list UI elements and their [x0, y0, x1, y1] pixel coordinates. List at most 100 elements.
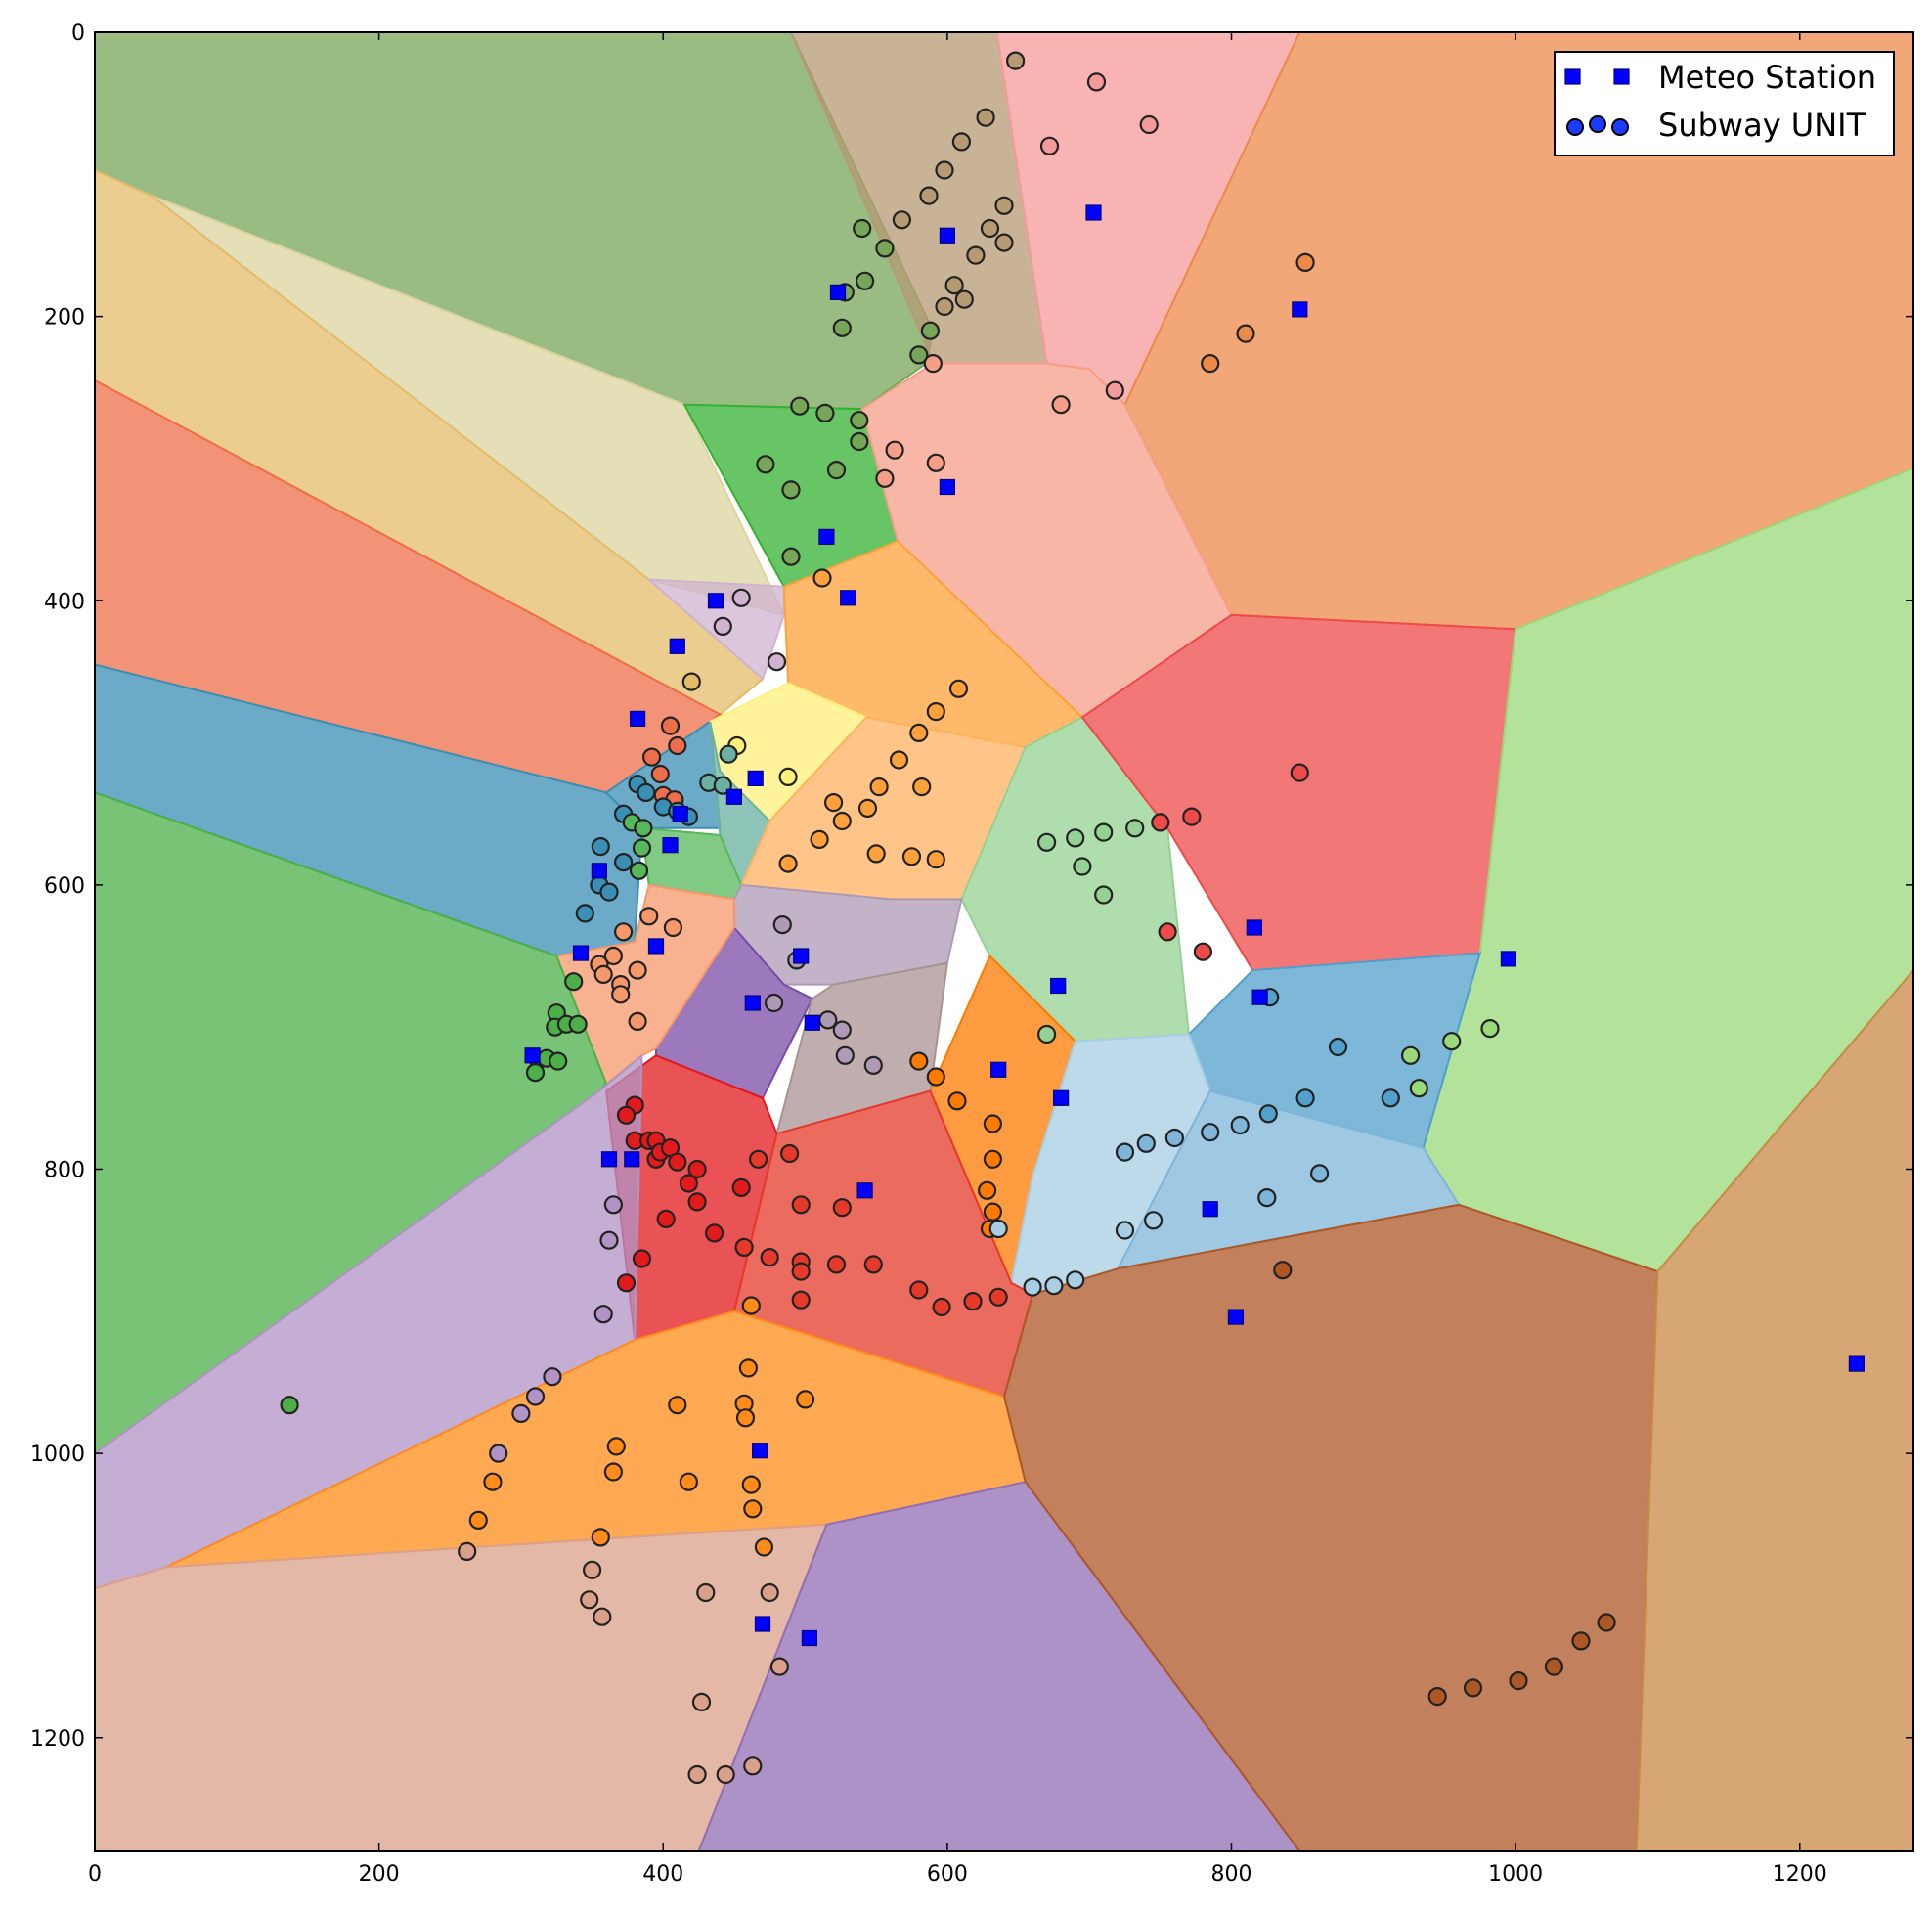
subway-unit-point: [734, 1237, 754, 1258]
legend-box: [1554, 51, 1895, 156]
subway-unit-point: [668, 1152, 687, 1172]
subway-unit-point: [1139, 114, 1159, 135]
meteo-station-point: [591, 863, 608, 879]
subway-unit-point: [966, 245, 986, 265]
subway-unit-point: [616, 1273, 637, 1293]
subway-unit-point: [741, 1296, 761, 1315]
subway-unit-point: [826, 461, 847, 480]
subway-unit-point: [1544, 1657, 1564, 1676]
subway-unit-point: [951, 132, 972, 152]
subway-unit-point: [1381, 1088, 1400, 1108]
subway-unit-point: [863, 1055, 883, 1076]
subway-unit-point: [704, 1223, 724, 1243]
subway-unit-point: [1073, 857, 1092, 876]
meteo-station-point: [647, 938, 665, 955]
subway-unit-point: [866, 844, 886, 864]
legend: Meteo Station Subway UNIT: [1554, 51, 1895, 156]
subway-unit-point: [489, 1444, 508, 1463]
meteo-station-point: [624, 1151, 640, 1168]
voronoi-region-26: [775, 961, 949, 1135]
subway-unit-point: [1442, 1032, 1462, 1051]
subway-unit-point: [926, 850, 945, 869]
subway-unit-point: [549, 1051, 568, 1071]
subway-unit-point: [738, 1358, 759, 1378]
meteo-station-point: [804, 1014, 820, 1031]
subway-unit-point: [1230, 1115, 1250, 1135]
meteo-station-point: [1246, 919, 1262, 936]
subway-unit-point: [1136, 1133, 1156, 1153]
subway-unit-point: [1463, 1678, 1483, 1698]
subway-unit-point: [1151, 813, 1170, 832]
subway-unit-point: [593, 964, 613, 985]
subway-unit-point: [791, 1195, 811, 1215]
subway-unit-point: [926, 453, 945, 472]
subway-unit-point: [1309, 1164, 1330, 1183]
subway-unit-point: [632, 838, 652, 858]
meteo-station-point: [939, 227, 956, 244]
subway-unit-point: [994, 233, 1014, 252]
subway-unit-point: [1182, 807, 1202, 826]
subway-unit-point: [634, 819, 653, 838]
subway-unit-point: [1597, 1613, 1616, 1632]
subway-unit-point: [779, 1143, 800, 1164]
subway-unit-point: [1066, 828, 1085, 848]
subway-unit-point: [603, 946, 624, 966]
voronoi-region-36: [1635, 968, 1913, 1851]
subway-unit-point: [1005, 51, 1026, 70]
subway-unit-point: [781, 480, 801, 500]
subway-unit-point: [863, 1255, 883, 1274]
meteo-station-point: [707, 593, 724, 609]
subway-unit-point: [1295, 1088, 1315, 1108]
subway-unit-point: [769, 1657, 790, 1676]
subway-unit-point: [850, 411, 869, 430]
subway-unit-point: [983, 1114, 1003, 1133]
subway-unit-point: [980, 218, 1000, 239]
subway-unit-point: [748, 1149, 768, 1169]
meteo-station-point: [856, 1182, 873, 1199]
meteo-station-point: [662, 837, 679, 854]
subway-unit-point: [681, 672, 701, 691]
subway-unit-point: [1086, 72, 1107, 92]
subway-unit-point: [835, 1045, 855, 1065]
x-tick-label: 0: [88, 1862, 102, 1887]
subway-unit-point: [1201, 354, 1220, 374]
subway-unit-point: [983, 1149, 1003, 1169]
subway-unit-point: [875, 239, 895, 258]
subway-unit-point: [735, 1408, 756, 1428]
subway-unit-point: [580, 1590, 599, 1610]
subway-unit-point: [628, 1011, 647, 1032]
meteo-station-point: [793, 948, 810, 964]
subway-unit-point: [713, 616, 732, 637]
subway-unit-point: [832, 1198, 852, 1218]
meteo-station-point: [672, 806, 688, 822]
subway-unit-point: [944, 276, 964, 295]
subway-unit-point: [812, 568, 832, 588]
subway-unit-point: [919, 186, 939, 205]
subway-unit-point: [679, 1472, 699, 1491]
meteo-station-point: [572, 945, 590, 961]
x-tick-label: 800: [1211, 1862, 1252, 1887]
legend-circle-marker: [1566, 118, 1584, 136]
subway-unit-point: [613, 922, 634, 942]
legend-square-marker: [1564, 68, 1581, 85]
meteo-station-point: [751, 1443, 768, 1459]
subway-unit-point: [754, 1537, 774, 1557]
meteo-station-point: [600, 1151, 618, 1168]
subway-unit-point: [650, 764, 670, 784]
meteo-station-point: [1085, 204, 1102, 221]
meteo-station-point: [840, 590, 856, 606]
meteo-station-point: [939, 478, 956, 496]
subway-unit-point: [668, 735, 687, 756]
subway-unit-point: [920, 321, 941, 340]
subway-unit-point: [947, 1091, 967, 1111]
subway-unit-point: [885, 440, 904, 460]
subway-unit-point: [832, 811, 852, 831]
subway-unit-point: [954, 289, 974, 309]
subway-unit-point: [687, 1192, 707, 1212]
subway-unit-point: [1509, 1670, 1528, 1691]
subway-unit-point: [932, 1297, 951, 1317]
subway-unit-point: [935, 296, 954, 317]
meteo-station-point: [1500, 951, 1517, 967]
subway-unit-point: [719, 744, 738, 764]
